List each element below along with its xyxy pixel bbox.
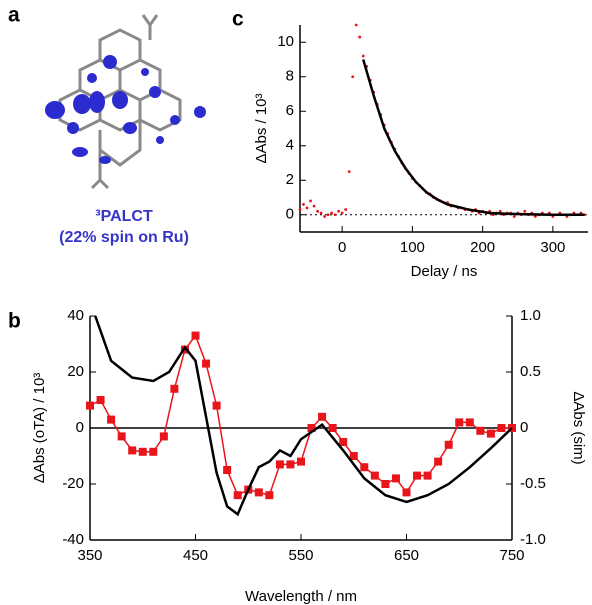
- data-dot: [344, 208, 347, 211]
- data-marker: [360, 463, 368, 471]
- x-tick-label: 550: [288, 547, 313, 564]
- data-dot: [351, 75, 354, 78]
- y2-tick-label: -1.0: [520, 531, 546, 548]
- y-tick-label: -40: [62, 531, 84, 548]
- data-marker: [403, 488, 411, 496]
- data-marker: [223, 466, 231, 474]
- x-tick-label: 300: [540, 239, 565, 256]
- data-marker: [255, 488, 263, 496]
- x-tick-label: 350: [77, 547, 102, 564]
- y-axis-title: ΔAbs / 10³: [253, 93, 270, 163]
- data-marker: [466, 418, 474, 426]
- data-marker: [107, 416, 115, 424]
- data-dot: [513, 215, 516, 218]
- data-dot: [327, 213, 330, 216]
- data-marker: [170, 385, 178, 393]
- spin-density: [45, 55, 206, 164]
- y-tick-label: 20: [67, 363, 84, 380]
- figure: a ³PALCT (22% spin on Ru) c0246810010020…: [0, 0, 592, 605]
- y-tick-label: 0: [286, 206, 294, 223]
- data-marker: [97, 396, 105, 404]
- x-tick-label: 200: [470, 239, 495, 256]
- series-line: [363, 60, 584, 215]
- data-marker: [392, 474, 400, 482]
- series-line: [95, 316, 512, 514]
- data-dot: [302, 203, 305, 206]
- data-marker: [86, 402, 94, 410]
- data-dot: [320, 212, 323, 215]
- y2-tick-label: -0.5: [520, 475, 546, 492]
- data-dot: [337, 210, 340, 213]
- data-marker: [329, 424, 337, 432]
- data-marker: [234, 491, 242, 499]
- y-tick-label: 8: [286, 68, 294, 85]
- data-dot: [358, 36, 361, 39]
- data-marker: [213, 402, 221, 410]
- x-tick-label: 0: [338, 239, 346, 256]
- y-tick-label: 6: [286, 102, 294, 119]
- data-dot: [316, 210, 319, 213]
- data-dot: [523, 210, 526, 213]
- panel-label: a: [8, 4, 20, 27]
- data-marker: [424, 472, 432, 480]
- data-marker: [286, 460, 294, 468]
- y-tick-label: 2: [286, 171, 294, 188]
- data-dot: [348, 170, 351, 173]
- data-marker: [339, 438, 347, 446]
- data-dot: [330, 212, 333, 215]
- data-marker: [476, 427, 484, 435]
- panel-label: b: [8, 310, 21, 333]
- data-marker: [434, 458, 442, 466]
- y2-axis-title: ΔAbs (sim): [570, 391, 587, 464]
- caption-line: (22% spin on Ru): [59, 229, 189, 246]
- series-line: [90, 336, 512, 496]
- x-tick-label: 100: [400, 239, 425, 256]
- data-marker: [381, 480, 389, 488]
- y2-tick-label: 1.0: [520, 307, 541, 324]
- data-marker: [297, 458, 305, 466]
- data-marker: [265, 491, 273, 499]
- data-marker: [371, 472, 379, 480]
- data-marker: [192, 332, 200, 340]
- data-marker: [139, 448, 147, 456]
- y2-tick-label: 0.5: [520, 363, 541, 380]
- caption-line: ³PALCT: [95, 208, 153, 225]
- y-tick-label: 0: [76, 419, 84, 436]
- y-tick-label: -20: [62, 475, 84, 492]
- data-marker: [118, 432, 126, 440]
- data-dot: [306, 206, 309, 209]
- data-marker: [128, 446, 136, 454]
- panel-label: c: [232, 8, 244, 31]
- data-marker: [487, 430, 495, 438]
- data-marker: [160, 432, 168, 440]
- y-tick-label: 40: [67, 307, 84, 324]
- data-marker: [318, 413, 326, 421]
- data-marker: [455, 418, 463, 426]
- data-dot: [313, 205, 316, 208]
- y-tick-label: 4: [286, 137, 294, 154]
- data-dot: [362, 55, 365, 58]
- x-tick-label: 450: [183, 547, 208, 564]
- x-tick-label: 750: [499, 547, 524, 564]
- y-axis-title: ΔAbs (oTA) / 10³: [31, 373, 48, 484]
- data-dot: [334, 213, 337, 216]
- y2-tick-label: 0: [520, 419, 528, 436]
- data-marker: [149, 448, 157, 456]
- data-marker: [202, 360, 210, 368]
- data-marker: [413, 472, 421, 480]
- y-tick-label: 10: [277, 33, 294, 50]
- data-marker: [445, 441, 453, 449]
- data-marker: [276, 460, 284, 468]
- data-dot: [309, 200, 312, 203]
- data-marker: [497, 424, 505, 432]
- x-axis-title: Wavelength / nm: [245, 588, 357, 605]
- data-dot: [341, 212, 344, 215]
- data-dot: [355, 24, 358, 27]
- data-dot: [299, 208, 302, 211]
- x-tick-label: 650: [394, 547, 419, 564]
- x-axis-title: Delay / ns: [411, 263, 478, 280]
- data-dot: [323, 215, 326, 218]
